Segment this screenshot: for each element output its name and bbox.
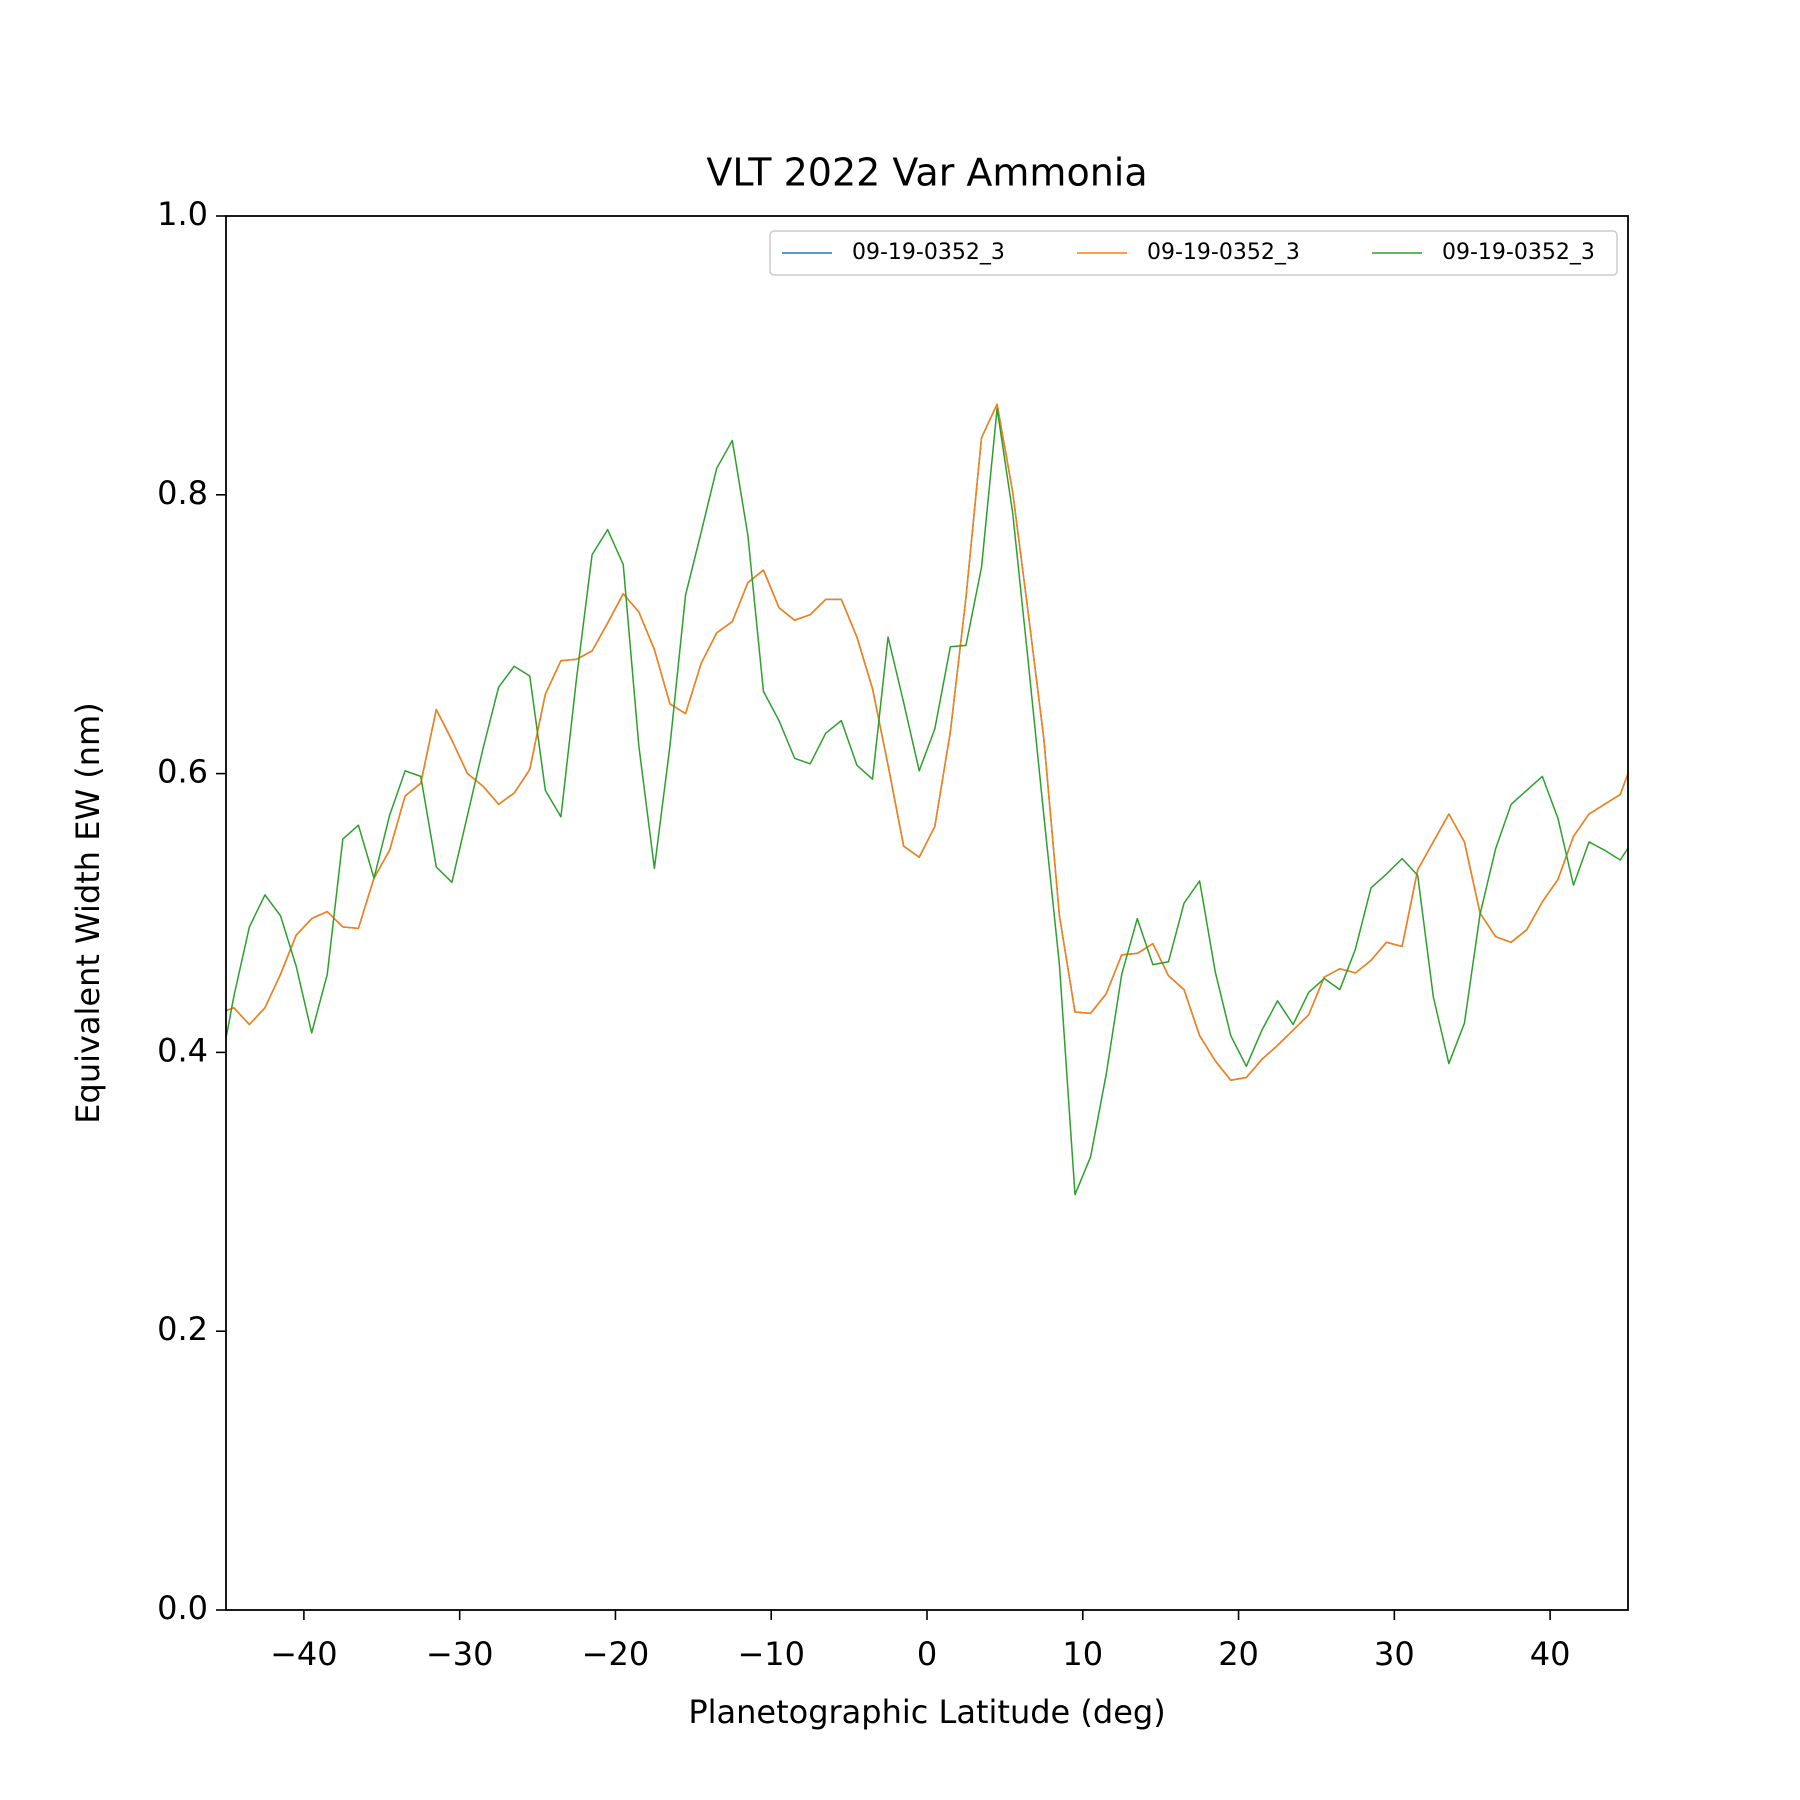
x-tick-label: −10 (737, 1635, 805, 1673)
y-tick-label: 0.4 (157, 1031, 208, 1069)
legend-label: 09-19-0352_3 (1147, 240, 1300, 265)
legend-label: 09-19-0352_3 (852, 240, 1005, 265)
chart-title: VLT 2022 Var Ammonia (706, 151, 1147, 195)
plot-frame (225, 215, 1629, 1611)
y-tick-label: 0.2 (157, 1310, 208, 1348)
y-tick-label: 0.8 (157, 474, 208, 512)
y-tick-label: 1.0 (157, 195, 208, 233)
legend-box (769, 230, 1618, 276)
x-tick-label: 40 (1530, 1635, 1571, 1673)
x-tick-label: 20 (1218, 1635, 1259, 1673)
x-axis-label: Planetographic Latitude (deg) (688, 1693, 1165, 1731)
y-tick-label: 0.0 (157, 1589, 208, 1627)
y-axis-label: Equivalent Width EW (nm) (69, 702, 107, 1123)
legend-label: 09-19-0352_3 (1442, 240, 1595, 265)
data-line (226, 403, 1628, 1082)
y-tick-label: 0.6 (157, 753, 208, 791)
x-tick-label: 30 (1374, 1635, 1415, 1673)
x-tick-label: 10 (1062, 1635, 1103, 1673)
x-tick-label: 0 (917, 1635, 937, 1673)
x-tick-label: −40 (270, 1635, 338, 1673)
plot-lines (226, 403, 1628, 1196)
x-tick-label: −20 (582, 1635, 650, 1673)
data-line (226, 407, 1628, 1196)
x-tick-label: −30 (426, 1635, 494, 1673)
